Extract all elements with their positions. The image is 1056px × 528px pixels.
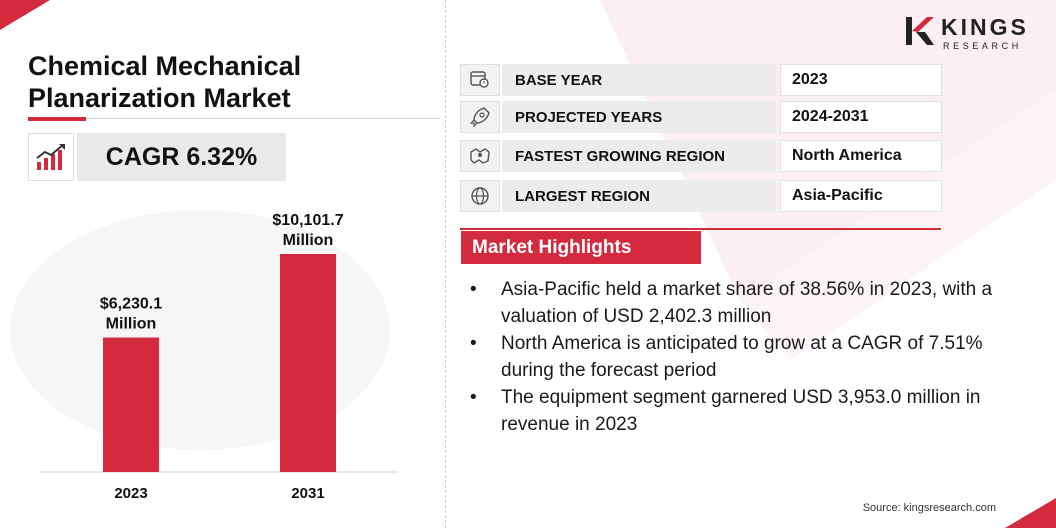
logo-wordmark: KINGS xyxy=(941,14,1029,40)
info-label: LARGEST REGION xyxy=(502,180,776,212)
bullet-dot: • xyxy=(470,333,477,354)
watermark-shape-2 xyxy=(740,90,1056,360)
brand-logo: KINGS RESEARCH xyxy=(903,14,1033,54)
info-value: 2023 xyxy=(780,64,942,96)
data-label-2031: Million xyxy=(283,232,334,249)
highlight-item: • The equipment segment garnered USD 3,95… xyxy=(470,384,1030,438)
panel-divider xyxy=(445,0,446,528)
info-label: FASTEST GROWING REGION xyxy=(502,140,776,172)
bar-2023 xyxy=(103,337,159,472)
info-value: 2024-2031 xyxy=(780,101,942,133)
info-icon-box xyxy=(460,180,500,212)
bullet-dot: • xyxy=(470,279,477,300)
info-icon-box xyxy=(460,101,500,133)
logo-subtitle: RESEARCH xyxy=(943,41,1022,51)
rocket-icon xyxy=(469,107,490,128)
data-label-2031: $10,101.7 xyxy=(272,212,343,229)
highlight-text: North America is anticipated to grow at … xyxy=(501,333,983,381)
x-tick-label: 2031 xyxy=(291,485,324,502)
highlights-list: • Asia-Pacific held a market share of 38.… xyxy=(470,276,1030,438)
info-value: North America xyxy=(780,140,942,172)
info-row: LARGEST REGION Asia-Pacific xyxy=(460,180,942,212)
highlights-title: Market Highlights xyxy=(461,231,701,264)
data-label-2023: $6,230.1 xyxy=(100,296,162,313)
info-row: BASE YEAR 2023 xyxy=(460,64,942,96)
data-label-2023: Million xyxy=(106,316,157,333)
source-credit: Source: kingsresearch.com xyxy=(862,502,996,514)
highlight-text: Asia-Pacific held a market share of 38.5… xyxy=(501,279,993,327)
title-accent-bar xyxy=(28,117,86,121)
x-tick-label: 2023 xyxy=(114,485,147,502)
page-title: Chemical Mechanical Planarization Market xyxy=(28,51,302,113)
market-size-bar-chart: $6,230.1 Million 2023 $10,101.7 Million 2031 xyxy=(40,212,398,502)
info-label: PROJECTED YEARS xyxy=(502,101,776,133)
title-divider xyxy=(86,118,440,119)
info-icon-box xyxy=(460,64,500,96)
highlight-text: The equipment segment garnered USD 3,953… xyxy=(501,387,981,435)
info-row: FASTEST GROWING REGION North America xyxy=(460,140,942,172)
highlight-item: • Asia-Pacific held a market share of 38.… xyxy=(470,276,1030,330)
info-icon-box xyxy=(460,140,500,172)
info-row: PROJECTED YEARS 2024-2031 xyxy=(460,101,942,133)
corner-triangle-bottom xyxy=(1005,498,1056,528)
highlight-item: • North America is anticipated to grow at… xyxy=(470,330,1030,384)
cagr-value: CAGR 6.32% xyxy=(77,133,286,181)
bar-2031 xyxy=(280,254,336,472)
highlights-rule xyxy=(460,228,941,230)
corner-triangle-top xyxy=(0,0,50,30)
cagr-icon-box xyxy=(28,133,74,181)
kings-logo-mark-icon xyxy=(906,17,934,45)
growth-chart-icon xyxy=(36,144,65,170)
globe-icon xyxy=(471,187,489,205)
bullet-dot: • xyxy=(470,387,477,408)
info-value: Asia-Pacific xyxy=(780,180,942,212)
info-label: BASE YEAR xyxy=(502,64,776,96)
region-map-icon xyxy=(470,148,490,164)
calendar-icon xyxy=(470,71,489,88)
